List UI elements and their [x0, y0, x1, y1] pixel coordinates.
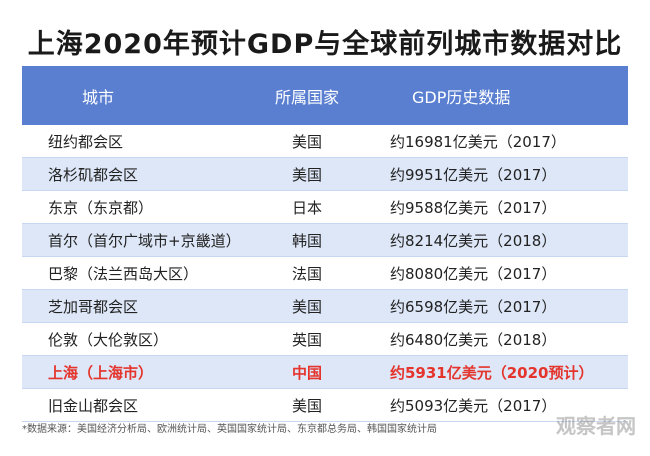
table-cell: 约5093亿美元（2017） [390, 396, 557, 415]
table-cell: 约6480亿美元（2018） [390, 330, 557, 349]
table-row: 旧金山都会区 美国 约5093亿美元（2017） [22, 389, 628, 422]
table-cell: 纽约都会区 [48, 132, 124, 151]
header-row: 城市 所属国家 GDP历史数据 [22, 66, 628, 125]
table-cell: 约5931亿美元（2020预计） [390, 363, 594, 382]
table-cell: 洛杉矶都会区 [48, 165, 139, 184]
table-row: 伦敦（大伦敦区） 英国 约6480亿美元（2018） [22, 323, 628, 356]
source-note: *数据来源：美国经济分析局、欧洲统计局、英国国家统计局、东京都总务局、韩国国家统… [22, 424, 437, 435]
table-cell: 约16981亿美元（2017） [390, 132, 566, 151]
table-cell: 约6598亿美元（2017） [390, 297, 557, 316]
title: 上海2020年预计GDP与全球前列城市数据对比 [27, 29, 623, 60]
table-cell: 约8214亿美元（2018） [390, 231, 557, 250]
table-cell: 巴黎（法兰西岛大区） [48, 264, 199, 283]
column-header: GDP历史数据 [412, 87, 511, 107]
table-cell: 芝加哥都会区 [48, 297, 139, 316]
table-cell: 美国 [291, 165, 322, 184]
table-cell: 约9588亿美元（2017） [390, 198, 557, 217]
table-row: 上海（上海市） 中国 约5931亿美元（2020预计） [22, 356, 628, 389]
table: 城市 所属国家 GDP历史数据 纽约都会区 美国 约16981亿美元（2017） 洛杉矶都会… [22, 66, 628, 422]
table-cell: 英国 [291, 330, 322, 349]
table-row: 芝加哥都会区 美国 约6598亿美元（2017） [22, 290, 628, 323]
table-cell: 美国 [291, 396, 322, 415]
table-cell: 伦敦（大伦敦区） [48, 330, 169, 349]
table-row: 东京（东京都） 日本 约9588亿美元（2017） [22, 191, 628, 224]
column-header: 所属国家 [274, 87, 339, 107]
table-cell: 美国 [291, 297, 322, 316]
table-cell: 韩国 [291, 231, 322, 250]
table-cell: 美国 [291, 132, 322, 151]
table-row: 首尔（首尔广域市+京畿道） 韩国 约8214亿美元（2018） [22, 224, 628, 257]
table-cell: 中国 [291, 363, 322, 382]
table-row: 纽约都会区 美国 约16981亿美元（2017） [22, 125, 628, 158]
table-cell: 约8080亿美元（2017） [390, 264, 557, 283]
table-cell: 旧金山都会区 [48, 396, 139, 415]
table-cell: 首尔（首尔广域市+京畿道） [48, 231, 241, 250]
table-row: 巴黎（法兰西岛大区） 法国 约8080亿美元（2017） [22, 257, 628, 290]
table-cell: 东京（东京都） [48, 198, 154, 217]
column-header: 城市 [82, 87, 115, 107]
table-row: 洛杉矶都会区 美国 约9951亿美元（2017） [22, 158, 628, 191]
table-cell: 约9951亿美元（2017） [390, 165, 557, 184]
table-cell: 日本 [291, 198, 322, 217]
table-cell: 上海（上海市） [48, 363, 154, 382]
table-cell: 法国 [291, 264, 322, 283]
watermark: 观察者网 [556, 414, 636, 438]
